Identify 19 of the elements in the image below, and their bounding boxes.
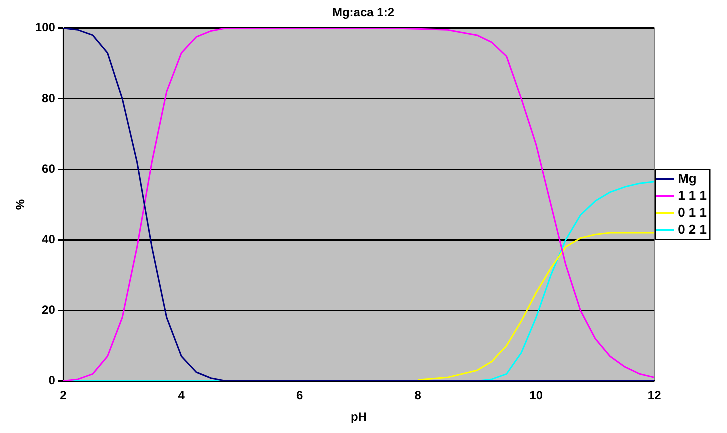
legend-label: 0 2 1: [678, 222, 708, 237]
x-tick-label: 8: [414, 388, 422, 403]
x-tick-label: 10: [530, 388, 544, 403]
x-tick-label: 2: [60, 388, 68, 403]
legend-label: 0 1 1: [678, 204, 708, 220]
y-tick-label: 100: [35, 20, 56, 35]
x-tick-label: 6: [296, 388, 304, 403]
legend-label: 1 1 1: [678, 188, 708, 203]
y-tick-label: 40: [42, 232, 56, 246]
y-tick-label: 80: [42, 91, 56, 106]
x-tick-label: 4: [178, 388, 186, 403]
y-axis-title: %: [14, 199, 28, 210]
x-tick-label: 12: [648, 388, 662, 403]
y-tick-label: 60: [42, 162, 56, 176]
x-axis-title: pH: [351, 410, 368, 424]
legend-label: Mg: [678, 170, 697, 186]
chart-title: Mg:aca 1:2: [332, 6, 395, 20]
y-tick-label: 0: [48, 374, 56, 388]
y-tick-label: 20: [42, 302, 56, 317]
